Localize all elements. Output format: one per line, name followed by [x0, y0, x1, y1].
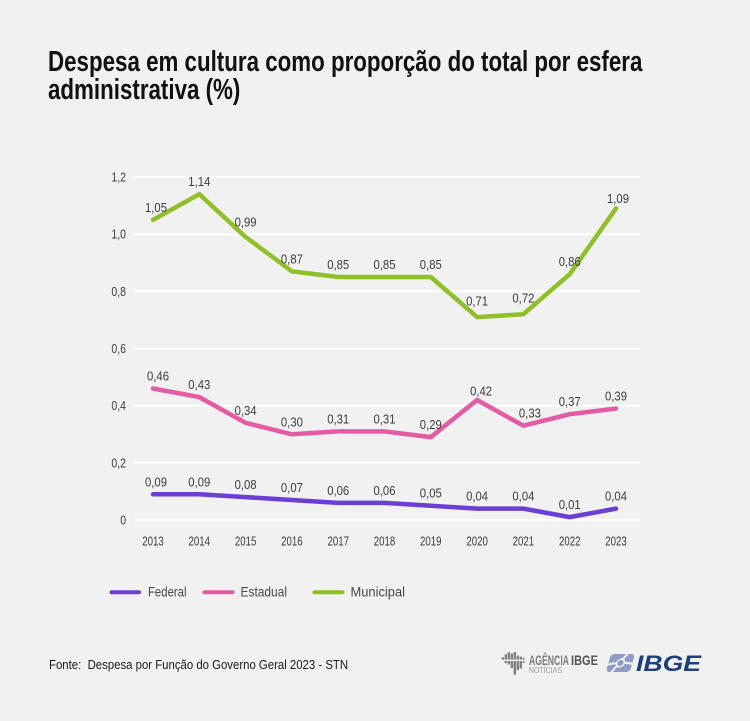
- svg-text:0: 0: [120, 513, 126, 528]
- svg-text:2016: 2016: [281, 533, 303, 548]
- svg-text:1,0: 1,0: [111, 227, 126, 242]
- svg-text:0,8: 0,8: [111, 284, 126, 299]
- svg-text:0,2: 0,2: [111, 455, 126, 470]
- svg-text:1,09: 1,09: [607, 191, 629, 206]
- svg-text:0,85: 0,85: [374, 257, 396, 272]
- svg-text:0,09: 0,09: [145, 474, 167, 489]
- svg-text:1,14: 1,14: [188, 174, 210, 189]
- svg-text:2017: 2017: [327, 533, 349, 548]
- svg-text:0,08: 0,08: [235, 477, 257, 492]
- svg-text:0,06: 0,06: [327, 483, 349, 498]
- svg-text:0,04: 0,04: [466, 489, 488, 504]
- svg-text:2020: 2020: [466, 533, 488, 548]
- svg-text:0,4: 0,4: [111, 398, 126, 413]
- svg-text:0,85: 0,85: [327, 257, 349, 272]
- svg-text:0,07: 0,07: [281, 480, 303, 495]
- svg-text:0,37: 0,37: [559, 394, 581, 409]
- svg-text:0,99: 0,99: [235, 215, 257, 230]
- svg-text:0,39: 0,39: [605, 389, 627, 404]
- svg-text:0,86: 0,86: [559, 254, 581, 269]
- svg-text:0,43: 0,43: [188, 377, 210, 392]
- svg-text:0,06: 0,06: [374, 483, 396, 498]
- svg-text:0,34: 0,34: [235, 403, 257, 418]
- svg-text:IBGE: IBGE: [571, 653, 598, 668]
- svg-text:Estadual: Estadual: [241, 584, 288, 600]
- svg-text:2018: 2018: [374, 533, 396, 548]
- svg-text:2019: 2019: [420, 533, 442, 548]
- svg-text:0,29: 0,29: [420, 417, 442, 432]
- svg-text:2013: 2013: [142, 533, 164, 548]
- svg-text:0,31: 0,31: [374, 411, 396, 426]
- svg-text:0,33: 0,33: [519, 406, 541, 421]
- svg-text:0,31: 0,31: [327, 411, 349, 426]
- svg-text:0,42: 0,42: [470, 384, 492, 399]
- svg-text:0,09: 0,09: [188, 474, 210, 489]
- svg-text:2022: 2022: [559, 533, 581, 548]
- svg-text:0,46: 0,46: [147, 369, 169, 384]
- svg-text:1,05: 1,05: [145, 200, 167, 215]
- svg-text:0,04: 0,04: [512, 489, 534, 504]
- svg-text:NOTÍCIAS: NOTÍCIAS: [529, 665, 562, 675]
- svg-text:1,2: 1,2: [111, 170, 126, 185]
- svg-text:Municipal: Municipal: [351, 584, 406, 600]
- svg-text:AGÊNCIA: AGÊNCIA: [529, 653, 569, 668]
- svg-text:0,6: 0,6: [111, 341, 126, 356]
- svg-text:0,30: 0,30: [281, 414, 303, 429]
- svg-text:0,71: 0,71: [466, 294, 488, 309]
- svg-text:IBGE: IBGE: [636, 651, 702, 676]
- svg-text:0,72: 0,72: [512, 291, 534, 306]
- svg-text:0,05: 0,05: [420, 486, 442, 501]
- svg-text:0,85: 0,85: [420, 257, 442, 272]
- svg-text:2023: 2023: [605, 533, 627, 548]
- svg-text:2014: 2014: [189, 533, 211, 548]
- svg-text:2015: 2015: [235, 533, 257, 548]
- svg-text:2021: 2021: [513, 533, 535, 548]
- svg-text:0,04: 0,04: [605, 489, 627, 504]
- svg-text:0,87: 0,87: [281, 251, 303, 266]
- svg-text:Federal: Federal: [148, 584, 187, 600]
- svg-text:0,01: 0,01: [559, 497, 581, 512]
